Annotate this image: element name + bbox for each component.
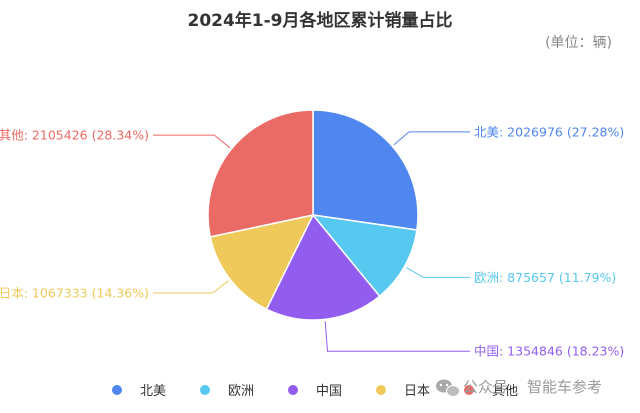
pie-slice bbox=[207, 109, 314, 238]
watermark: 公众号 · 智能车参考 bbox=[436, 378, 602, 397]
watermark-separator: · bbox=[514, 378, 519, 396]
legend-marker bbox=[200, 385, 210, 395]
legend-marker bbox=[464, 385, 474, 395]
leader-line bbox=[324, 321, 470, 352]
legend-marker bbox=[376, 385, 386, 395]
pie-slice bbox=[265, 213, 381, 321]
wechat-icon bbox=[436, 379, 460, 397]
watermark-name: 智能车参考 bbox=[527, 378, 602, 396]
pie-slice bbox=[209, 213, 315, 311]
slice-label: 欧洲: 875657 (11.79%) bbox=[474, 270, 616, 285]
pie-slice bbox=[312, 109, 419, 231]
leader-line bbox=[153, 280, 229, 294]
slice-label: 中国: 1354846 (18.23%) bbox=[474, 344, 624, 359]
slice-labels: 北美: 2026976 (27.28%) 欧洲: 875657 (11.79%) 中… bbox=[0, 124, 624, 358]
legend: 北美 欧洲 中国 日本 其他 bbox=[112, 384, 518, 399]
legend-label: 欧洲 bbox=[228, 384, 254, 399]
watermark-prefix: 公众号 bbox=[463, 378, 508, 396]
chart-title: 2024年1-9月各地区累计销量占比 bbox=[187, 10, 452, 31]
slice-label: 日本: 1067333 (14.36%) bbox=[0, 286, 149, 301]
legend-label: 中国 bbox=[316, 384, 342, 399]
leader-line bbox=[153, 134, 231, 149]
pie-slice bbox=[311, 213, 418, 298]
legend-label: 日本 bbox=[404, 384, 430, 399]
pie-slices bbox=[207, 109, 419, 321]
unit-note: (单位：辆) bbox=[545, 35, 612, 51]
legend-label: 其他 bbox=[492, 384, 518, 399]
legend-marker bbox=[112, 385, 122, 395]
legend-marker bbox=[288, 385, 298, 395]
slice-label: 其他: 2105426 (28.34%) bbox=[0, 128, 149, 143]
slice-label: 北美: 2026976 (27.28%) bbox=[474, 124, 624, 139]
leader-line bbox=[393, 131, 470, 146]
leader-line bbox=[405, 267, 470, 278]
legend-label: 北美 bbox=[140, 384, 166, 399]
